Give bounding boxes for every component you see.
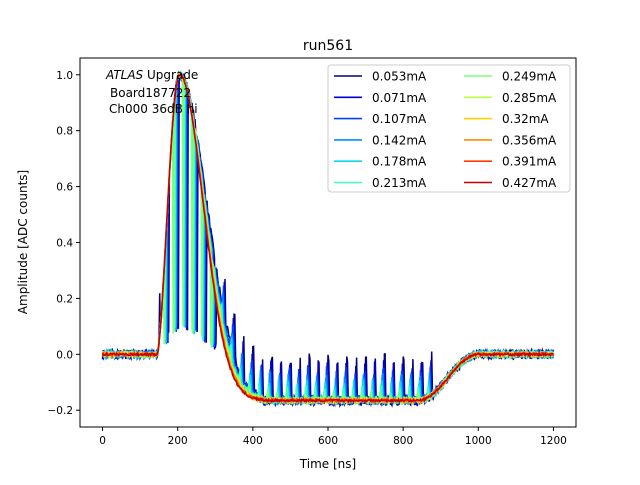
legend-label-0.053mA: 0.053mA	[372, 70, 427, 84]
legend-label-0.178mA: 0.178mA	[372, 155, 427, 169]
x-axis-label: Time [ns]	[299, 457, 356, 471]
legend-label-0.285mA: 0.285mA	[502, 91, 557, 105]
legend-label-0.142mA: 0.142mA	[372, 133, 427, 147]
y-tick-label: 0.8	[56, 126, 73, 138]
chart-title: run561	[303, 38, 353, 54]
x-tick-label: 0	[99, 435, 106, 447]
chart-annotation: ATLAS Upgrade Board187722 Ch000 36dB hi	[105, 68, 198, 116]
legend-box	[327, 64, 571, 193]
x-tick-label: 1000	[465, 435, 492, 447]
svg-text:ATLAS Upgrade: ATLAS Upgrade	[105, 68, 198, 82]
y-tick-label: 0.2	[56, 293, 73, 305]
annotation-atlas-italic: ATLAS	[105, 68, 144, 82]
legend-label-0.107mA: 0.107mA	[372, 112, 427, 126]
series-line-0.427mA	[101, 72, 554, 404]
annotation-upgrade: Upgrade	[143, 68, 198, 82]
legend-label-0.356mA: 0.356mA	[502, 133, 557, 147]
x-tick-label: 200	[168, 435, 188, 447]
legend-label-0.213mA: 0.213mA	[372, 176, 427, 190]
y-tick-label: 0.4	[56, 238, 73, 250]
annotation-channel: Ch000 36dB hi	[109, 102, 198, 116]
legend-label-0.391mA: 0.391mA	[502, 155, 557, 169]
legend-label-0.249mA: 0.249mA	[502, 70, 557, 84]
x-tick-label: 600	[318, 435, 338, 447]
chart-legend: 0.053mA 0.071mA 0.107mA 0.142mA 0.178mA 0.213…	[327, 64, 571, 193]
y-tick-label: 0.6	[56, 182, 73, 194]
x-tick-label: 400	[243, 435, 263, 447]
legend-label-0.32mA: 0.32mA	[502, 112, 549, 126]
legend-label-0.071mA: 0.071mA	[372, 91, 427, 105]
legend-label-0.427mA: 0.427mA	[502, 176, 557, 190]
x-tick-label: 1200	[540, 435, 567, 447]
y-tick-label: 0.0	[56, 349, 73, 361]
x-tick-label: 800	[393, 435, 413, 447]
annotation-board: Board187722	[110, 86, 191, 100]
y-axis-label: Amplitude [ADC counts]	[16, 170, 30, 314]
y-tick-label: −0.2	[48, 405, 74, 417]
y-tick-label: 1.0	[56, 70, 73, 82]
